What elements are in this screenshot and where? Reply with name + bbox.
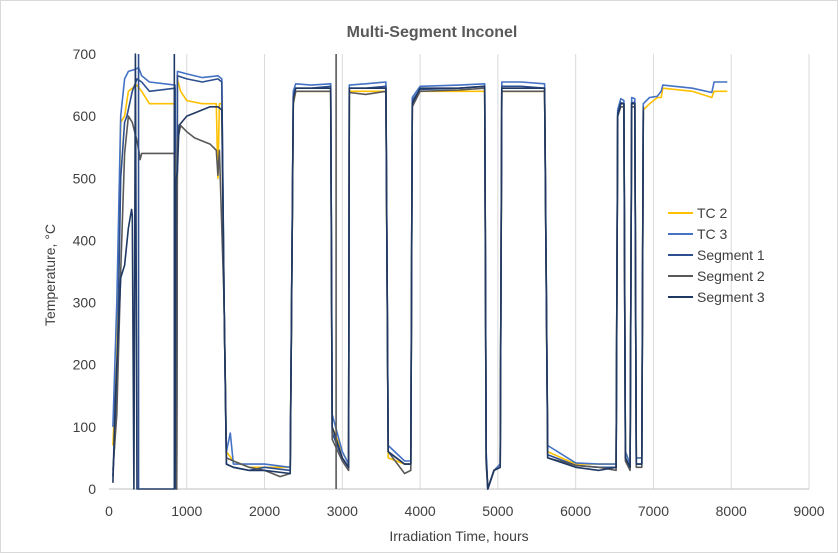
y-tick-labels: 0 100 200 300 400 500 600 700 [73,46,97,497]
x-axis-label: Irradiation Time, hours [389,528,528,544]
x-tick-label: 3000 [327,503,358,519]
y-tick-label: 300 [73,295,97,311]
y-tick-label: 600 [73,108,97,124]
legend-label: Segment 2 [697,268,765,284]
legend: TC 2 TC 3 Segment 1 Segment 2 Segment 3 [668,205,765,305]
x-tick-labels: 0 1000 2000 3000 4000 5000 6000 7000 8000 9000 [105,503,825,519]
x-tick-label: 6000 [560,503,591,519]
series-line-2 [112,66,728,490]
x-tick-label: 8000 [716,503,747,519]
x-tick-label: 4000 [405,503,436,519]
legend-label: Segment 3 [697,289,765,305]
y-tick-label: 0 [88,481,96,497]
gridlines [186,54,810,489]
plot-area [112,53,728,490]
y-tick-label: 100 [73,419,97,435]
legend-label: TC 3 [697,226,728,242]
legend-label: TC 2 [697,205,728,221]
y-axis-label: Temperature, °C [42,224,58,326]
x-tick-label: 1000 [171,503,202,519]
chart-title: Multi-Segment Inconel [347,24,518,41]
y-tick-label: 700 [73,46,97,62]
x-tick-label: 7000 [638,503,669,519]
y-tick-label: 500 [73,170,97,186]
x-tick-label: 9000 [793,503,824,519]
series-line-4 [112,87,645,490]
y-tick-label: 400 [73,232,97,248]
series-line-5 [112,53,645,490]
x-tick-label: 5000 [482,503,513,519]
x-tick-label: 2000 [249,503,280,519]
legend-label: Segment 1 [697,247,765,263]
x-tick-label: 0 [105,503,113,519]
y-tick-label: 200 [73,357,97,373]
